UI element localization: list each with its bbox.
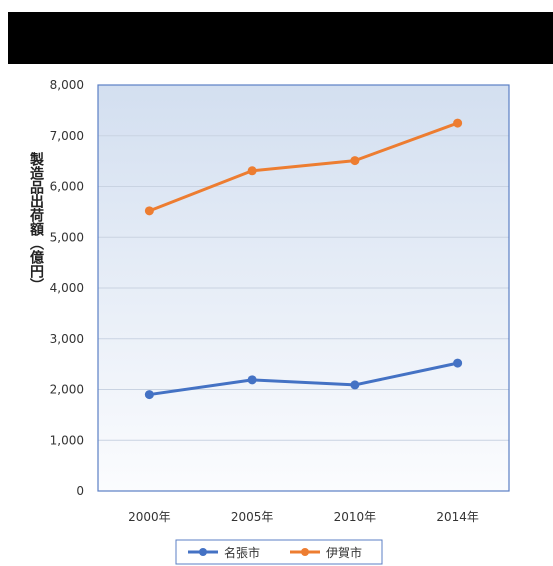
legend-swatch-marker bbox=[199, 548, 207, 556]
y-tick-label: 5,000 bbox=[50, 230, 84, 244]
plot-border bbox=[97, 84, 510, 492]
redacted-title-bar bbox=[8, 12, 553, 64]
series-line bbox=[147, 361, 460, 397]
data-point bbox=[247, 166, 257, 176]
legend-item: 伊賀市 bbox=[290, 545, 362, 560]
y-tick-label: 4,000 bbox=[50, 281, 84, 295]
x-tick-label: 2014年 bbox=[436, 510, 479, 524]
data-point bbox=[350, 156, 360, 166]
gridlines bbox=[98, 135, 509, 441]
y-tick-label: 6,000 bbox=[50, 180, 84, 194]
data-point bbox=[144, 206, 154, 216]
legend-item: 名張市 bbox=[188, 545, 260, 560]
y-tick-label: 2,000 bbox=[50, 383, 84, 397]
data-point bbox=[144, 390, 154, 400]
data-point bbox=[350, 380, 360, 390]
x-tick-label: 2000年 bbox=[128, 510, 171, 524]
x-tick-label: 2005年 bbox=[231, 510, 274, 524]
y-tick-label: 7,000 bbox=[50, 129, 84, 143]
data-point bbox=[453, 358, 463, 368]
series-lines bbox=[144, 118, 463, 400]
series-line bbox=[147, 121, 460, 213]
x-axis-ticks: 2000年 2005年 2010年 2014年 bbox=[128, 510, 479, 524]
y-tick-label: 1,000 bbox=[50, 433, 84, 447]
y-tick-label: 3,000 bbox=[50, 332, 84, 346]
legend: 名張市 伊賀市 bbox=[175, 539, 383, 565]
series-2 bbox=[144, 118, 463, 216]
y-axis-label: 製造品出荷額（億円） bbox=[28, 151, 45, 292]
series-1 bbox=[144, 358, 463, 400]
data-point bbox=[247, 375, 257, 385]
y-tick-label: 8,000 bbox=[50, 78, 84, 92]
y-axis-ticks: 0 1,000 2,000 3,000 4,000 5,000 6,000 7,000 8,00… bbox=[50, 78, 84, 498]
x-tick-label: 2010年 bbox=[334, 510, 377, 524]
legend-swatch-marker bbox=[301, 548, 309, 556]
legend-label: 伊賀市 bbox=[326, 545, 362, 560]
data-point bbox=[453, 118, 463, 128]
y-tick-label: 0 bbox=[76, 484, 84, 498]
legend-label: 名張市 bbox=[224, 545, 260, 560]
